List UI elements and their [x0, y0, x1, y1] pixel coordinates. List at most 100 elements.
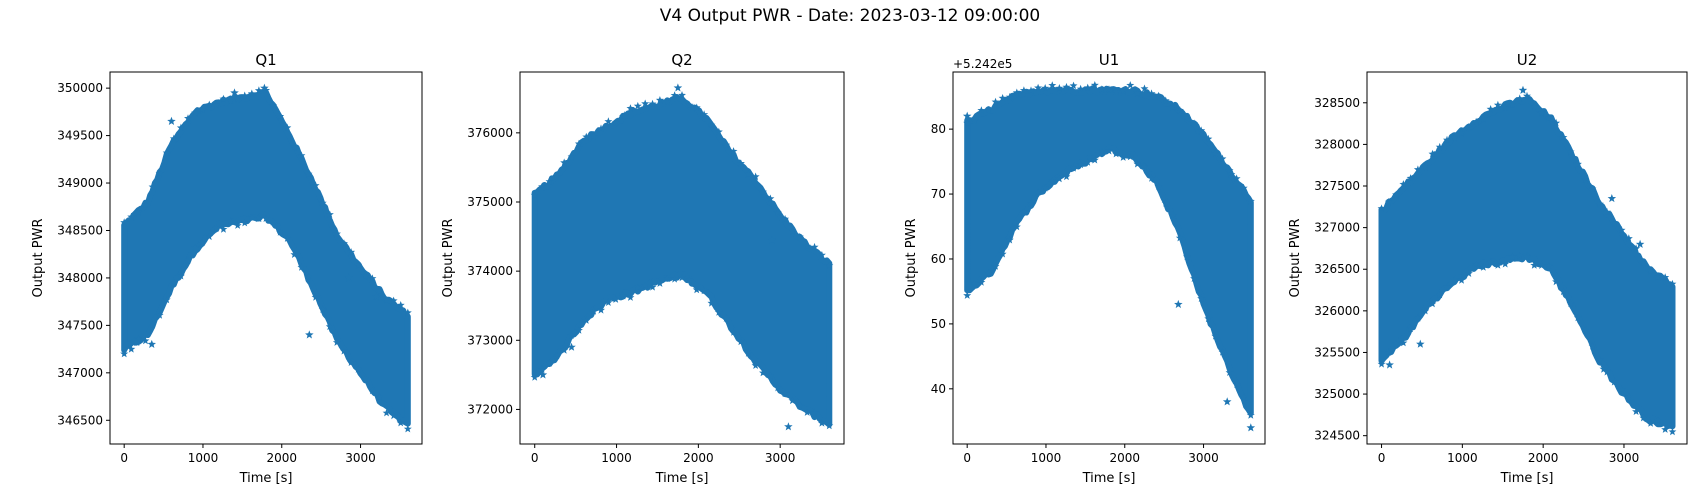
- x-tick-label: 1000: [188, 451, 219, 465]
- chart-panel-q1: 0 1000 2000 3000 346500 347000 347500 348000 348…: [31, 51, 423, 486]
- scatter-point: [751, 172, 760, 181]
- scatter-point: [648, 99, 657, 108]
- data-points: [530, 83, 834, 431]
- scatter-point: [1161, 96, 1170, 105]
- x-axis-label: Time [s]: [239, 471, 293, 486]
- scatter-point: [1119, 153, 1128, 161]
- scatter-point: [825, 421, 834, 430]
- scatter-point: [340, 239, 348, 247]
- scatter-point: [589, 132, 598, 140]
- y-tick-label: 325500: [1314, 345, 1360, 359]
- scatter-point: [560, 158, 569, 167]
- scatter-point: [1653, 272, 1662, 281]
- y-axis-label: Output PWR: [1288, 218, 1303, 297]
- scatter-point: [198, 105, 207, 113]
- scatter-point: [1610, 377, 1619, 386]
- scatter-point: [788, 396, 797, 405]
- scatter-point-cloud: [531, 94, 833, 428]
- scatter-point: [611, 295, 620, 303]
- scatter-point: [247, 213, 256, 222]
- scatter-point: [254, 86, 263, 94]
- scatter-outlier-point: [962, 111, 972, 120]
- axes-frame: [952, 71, 1266, 445]
- y-tick-label: 346500: [57, 413, 103, 427]
- x-tick-label: 0: [531, 451, 539, 465]
- scatter-point: [1183, 252, 1191, 261]
- scatter-point: [707, 299, 716, 307]
- y-tick-label: 349500: [57, 129, 103, 143]
- x-tick-label: 3000: [1188, 451, 1219, 465]
- scatter-point: [759, 368, 767, 377]
- scatter-outlier-point: [767, 235, 777, 244]
- scatter-point: [1062, 82, 1071, 91]
- scatter-point: [1523, 91, 1531, 100]
- scatter-point: [1019, 207, 1028, 216]
- scatter-point: [1552, 277, 1561, 286]
- scatter-point: [1399, 180, 1408, 188]
- scatter-point: [1211, 332, 1220, 340]
- scatter-point: [1486, 258, 1495, 266]
- scatter-point: [1632, 244, 1641, 252]
- scatter-point: [1377, 204, 1386, 212]
- scatter-point: [1154, 182, 1163, 191]
- scatter-outlier-point: [1246, 423, 1256, 432]
- scatter-point: [191, 243, 200, 252]
- scatter-point: [1012, 222, 1021, 231]
- scatter-point: [1610, 219, 1619, 227]
- scatter-point: [984, 105, 993, 114]
- scatter-point: [375, 286, 384, 295]
- scatter-point: [1588, 184, 1597, 193]
- scatter-point: [707, 120, 716, 129]
- scatter-point: [781, 214, 790, 223]
- y-tick-label: 325000: [1314, 387, 1360, 401]
- scatter-point: [1211, 149, 1220, 157]
- scatter-point: [1239, 183, 1248, 192]
- scatter-point: [1595, 355, 1604, 364]
- scatter-point: [325, 210, 334, 218]
- axes-frame: [1366, 71, 1688, 445]
- scatter-point: [641, 281, 650, 289]
- scatter-point: [141, 200, 150, 209]
- y-tick-label: 80: [931, 122, 946, 136]
- scatter-point: [1552, 118, 1561, 127]
- scatter-point-cloud: [1378, 96, 1676, 430]
- scatter-point: [1668, 279, 1677, 288]
- scatter-point: [1421, 306, 1430, 315]
- scatter-point: [1126, 152, 1135, 161]
- scatter-point: [120, 349, 129, 358]
- scatter-point: [1646, 266, 1655, 275]
- scatter-point: [155, 169, 164, 177]
- scatter-point: [205, 100, 214, 109]
- scatter-point: [655, 279, 664, 287]
- scatter-point: [1581, 325, 1590, 334]
- scatter-point: [1443, 135, 1451, 144]
- scatter-point: [1225, 368, 1234, 376]
- scatter-point: [162, 148, 171, 157]
- scatter-point: [1246, 411, 1255, 419]
- scatter-point: [1624, 234, 1633, 242]
- scatter-point: [1076, 160, 1085, 169]
- scatter-point: [1048, 177, 1057, 185]
- scatter-point: [340, 346, 348, 355]
- y-tick-label: 326000: [1314, 304, 1360, 318]
- scatter-point: [604, 117, 613, 125]
- figure-title: V4 Output PWR - Date: 2023-03-12 09:00:0…: [659, 6, 1041, 26]
- scatter-point: [1034, 83, 1043, 92]
- scatter-outlier-point: [1599, 364, 1608, 373]
- scatter-point: [382, 408, 391, 417]
- scatter-outlier-point: [538, 370, 548, 379]
- y-tick-label: 374000: [467, 264, 513, 278]
- scatter-point: [700, 110, 709, 118]
- scatter-point: [1239, 393, 1248, 401]
- scatter-outlier-point: [1518, 85, 1528, 94]
- scatter-point: [127, 345, 136, 353]
- scatter-point: [1653, 416, 1662, 424]
- scatter-point: [810, 242, 819, 251]
- scatter-point: [1479, 263, 1488, 271]
- scatter-outlier-point: [1174, 299, 1183, 309]
- scatter-point: [977, 278, 986, 286]
- scatter-point: [1421, 162, 1430, 171]
- scatter-point: [1508, 252, 1517, 261]
- scatter-outlier-point: [784, 422, 793, 431]
